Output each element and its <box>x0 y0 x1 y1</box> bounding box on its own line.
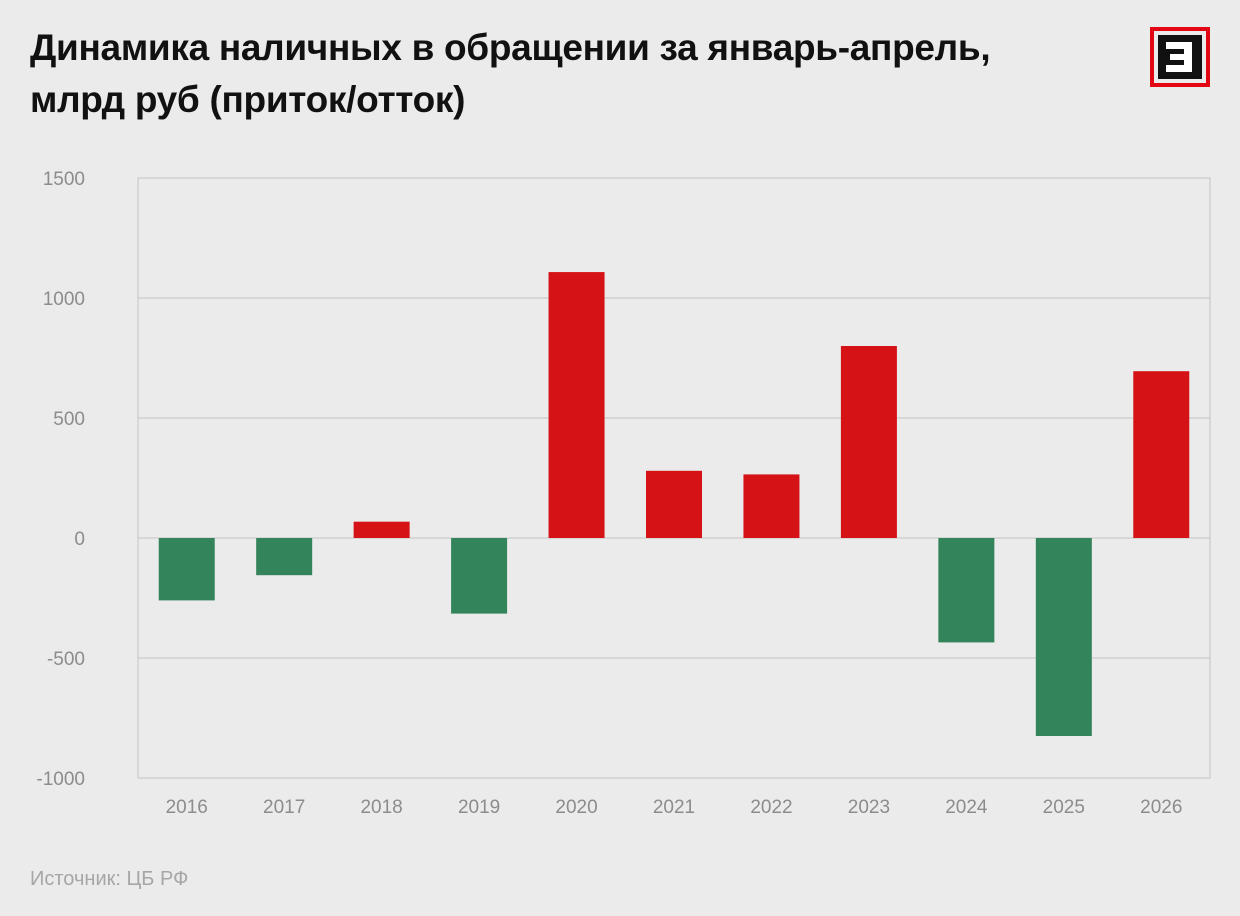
x-tick-label: 2018 <box>360 797 402 818</box>
bar-2023 <box>840 346 897 538</box>
x-tick-label: 2021 <box>653 797 695 818</box>
bar-chart: -1000 -500 0 500 1000 1500 2016 2017 2018 2019 202… <box>36 169 1211 818</box>
x-tick-label: 2017 <box>263 797 305 818</box>
chart-title: Динамика наличных в обращении за январь-… <box>30 22 1110 126</box>
x-tick-label: 2022 <box>750 797 792 818</box>
publisher-logo-icon <box>1150 27 1210 87</box>
y-tick-label: -1000 <box>36 769 85 790</box>
bar-2022 <box>743 474 800 538</box>
x-tick-label: 2023 <box>848 797 890 818</box>
bar-2024 <box>938 538 995 643</box>
bar-2018 <box>353 521 410 538</box>
x-tick-label: 2025 <box>1043 797 1085 818</box>
x-tick-label: 2026 <box>1140 797 1182 818</box>
x-tick-label: 2016 <box>166 797 208 818</box>
bar-2019 <box>451 538 508 614</box>
y-tick-label: 1000 <box>43 289 85 310</box>
bar-2016 <box>158 538 215 601</box>
y-tick-label: -500 <box>47 649 85 670</box>
x-tick-label: 2024 <box>945 797 988 818</box>
x-tick-label: 2020 <box>555 797 597 818</box>
bar-2020 <box>548 272 605 538</box>
title-line-1: Динамика наличных в обращении за январь-… <box>30 27 991 68</box>
bar-2025 <box>1035 538 1092 736</box>
bar-2026 <box>1133 371 1190 538</box>
y-tick-label: 1500 <box>43 169 85 190</box>
source-note: Источник: ЦБ РФ <box>30 868 189 890</box>
bar-2021 <box>646 470 702 538</box>
y-tick-label: 500 <box>53 409 85 430</box>
title-line-2: млрд руб (приток/отток) <box>30 79 466 120</box>
bar-2017 <box>256 538 313 576</box>
y-tick-label: 0 <box>74 529 85 550</box>
x-tick-label: 2019 <box>458 797 500 818</box>
